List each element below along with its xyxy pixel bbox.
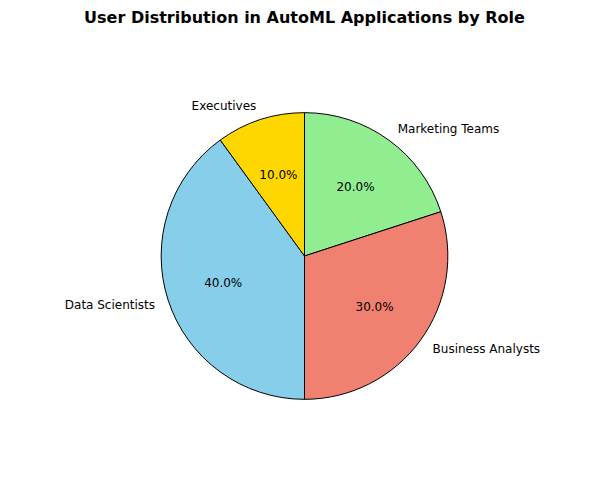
svg-text:Data Scientists: Data Scientists: [65, 298, 155, 312]
svg-text:Marketing Teams: Marketing Teams: [398, 122, 500, 136]
svg-text:30.0%: 30.0%: [356, 300, 394, 314]
svg-text:20.0%: 20.0%: [336, 180, 374, 194]
svg-text:Executives: Executives: [192, 99, 257, 113]
svg-text:Business Analysts: Business Analysts: [433, 342, 541, 356]
svg-text:10.0%: 10.0%: [259, 168, 297, 182]
svg-text:40.0%: 40.0%: [204, 276, 242, 290]
html-text:User Distribution in AutoML Ap: User Distribution in AutoML Applications…: [84, 8, 525, 27]
